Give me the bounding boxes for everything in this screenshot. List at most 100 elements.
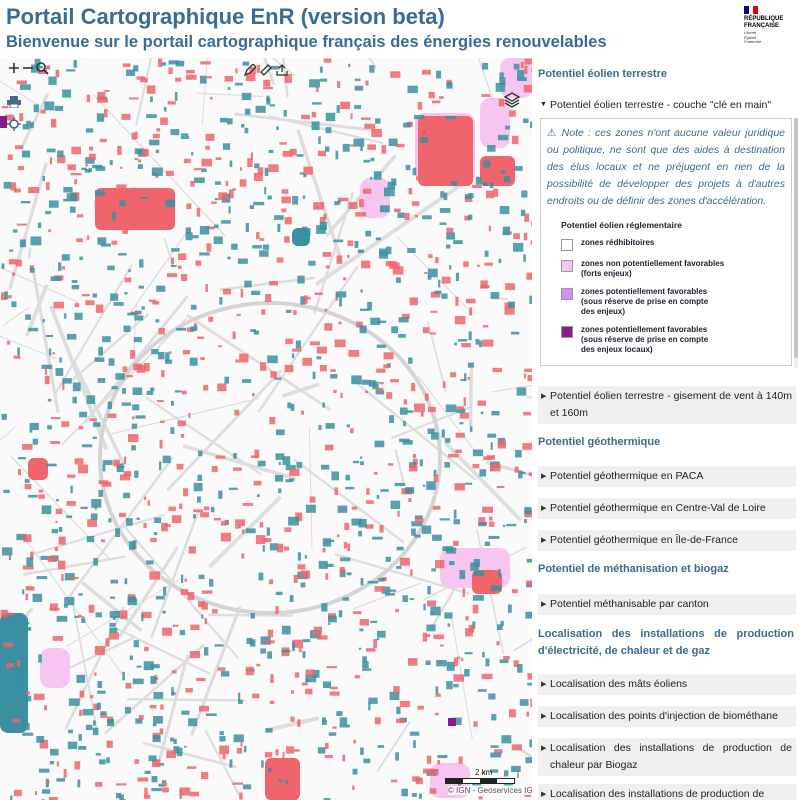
parcel — [411, 201, 420, 206]
parcel — [513, 233, 520, 239]
parcel — [30, 551, 34, 560]
layer-production-electricite[interactable]: ▶ Localisation des installations de prod… — [538, 784, 796, 800]
parcel — [281, 189, 289, 194]
parcel — [375, 237, 381, 241]
parcel — [424, 393, 429, 401]
parcel — [411, 793, 417, 797]
parcel — [36, 735, 45, 743]
parcel — [50, 118, 57, 128]
section-eolien[interactable]: Potentiel éolien terrestre — [538, 68, 667, 80]
parcel — [358, 518, 367, 528]
parcel — [222, 754, 226, 760]
section-localisation[interactable]: Localisation des installations de produc… — [538, 628, 794, 657]
layer-geothermie-centre[interactable]: ▶ Potentiel géothermique en Centre-Val d… — [538, 498, 796, 519]
parcel — [84, 169, 90, 173]
layer-mats-eoliens[interactable]: ▶ Localisation des mâts éoliens — [538, 674, 796, 695]
parcel — [527, 673, 532, 680]
map-attribution[interactable]: © IGN - Geoservices IGN — [448, 786, 532, 795]
republique-francaise-logo[interactable]: RÉPUBLIQUE FRANÇAISE Liberté Égalité Fra… — [744, 6, 792, 50]
layer-geothermie-idf[interactable]: ▶ Potentiel géothermique en Île-de-Franc… — [538, 530, 796, 551]
parcel — [365, 648, 376, 652]
parcel — [116, 184, 127, 192]
parcel — [386, 392, 393, 399]
parcel — [109, 610, 121, 618]
layer-eolien-cle-en-main[interactable]: ▼ Potentiel éolien terrestre - couche "c… — [538, 96, 796, 114]
parcel — [325, 423, 335, 429]
parcel — [281, 196, 291, 204]
parcel — [265, 293, 272, 303]
parcel — [50, 276, 62, 282]
info-icon[interactable]: i — [517, 770, 519, 780]
parcel — [258, 572, 264, 581]
layer-eolien-gisement[interactable]: ▶ Potentiel éolien terrestre - gisement … — [538, 386, 796, 424]
parcel — [374, 440, 385, 448]
details-scrollbar[interactable] — [794, 118, 798, 368]
edit-icon[interactable] — [242, 62, 258, 78]
parcel — [150, 537, 157, 543]
ring-road — [98, 301, 442, 615]
parcel — [264, 752, 273, 758]
road-line — [350, 377, 477, 481]
parcel — [189, 651, 200, 659]
parcel — [134, 157, 139, 160]
parcel — [529, 295, 532, 304]
zoom-out-icon[interactable] — [20, 60, 36, 76]
parcel — [518, 470, 523, 479]
parcel — [92, 727, 99, 736]
parcel — [490, 752, 502, 758]
parcel — [411, 382, 416, 392]
parcel — [288, 516, 299, 526]
parcel — [394, 482, 406, 487]
parcel — [389, 691, 400, 701]
parcel — [50, 441, 61, 445]
layer-details: ⚠ Note : ces zones n'ont aucune valeur j… — [540, 118, 792, 366]
parcel — [82, 708, 94, 716]
share-icon[interactable] — [274, 62, 290, 78]
layer-injection-biomethane[interactable]: ▶ Localisation des points d'injection de… — [538, 706, 796, 727]
zoom-in-icon[interactable] — [6, 60, 22, 76]
parcel — [33, 104, 39, 113]
parcel — [367, 301, 373, 311]
parcel — [455, 272, 459, 282]
parcel — [42, 319, 45, 323]
parcel — [165, 199, 176, 208]
parcel — [322, 402, 325, 408]
measure-icon[interactable] — [258, 62, 274, 78]
parcel — [275, 606, 279, 615]
parcel — [256, 64, 261, 73]
map-canvas[interactable] — [0, 58, 532, 800]
parcel — [11, 718, 21, 723]
geolocate-icon[interactable] — [6, 116, 22, 132]
parcel — [322, 681, 332, 688]
parcel — [155, 595, 165, 600]
section-methanisation[interactable]: Potentiel de méthanisation et biogaz — [538, 563, 729, 575]
parcel — [64, 573, 75, 581]
parcel — [214, 644, 224, 647]
map-view[interactable]: 2 km i © IGN - Geoservices IGN — [0, 58, 532, 800]
parcel — [26, 557, 34, 567]
layer-methanisation-canton[interactable]: ▶ Potentiel méthanisable par canton — [538, 594, 796, 615]
parcel — [391, 178, 397, 186]
parcel — [482, 325, 489, 328]
parcel — [433, 634, 445, 639]
parcel — [433, 474, 439, 483]
parcel — [314, 292, 323, 296]
parcel — [372, 536, 383, 540]
parcel — [193, 177, 205, 183]
layer-geothermie-paca[interactable]: ▶ Potentiel géothermique en PACA — [538, 466, 796, 487]
parcel — [325, 444, 334, 451]
section-geothermie[interactable]: Potentiel géothermique — [538, 436, 661, 448]
parcel — [342, 754, 346, 762]
print-icon[interactable] — [6, 94, 22, 110]
search-icon[interactable] — [34, 60, 50, 76]
parcel — [307, 296, 311, 300]
layer-chaleur-biogaz[interactable]: ▶ Localisation des installations de prod… — [538, 738, 796, 776]
parcel — [38, 768, 50, 773]
parcel — [110, 293, 119, 301]
parcel — [252, 693, 260, 699]
parcel — [177, 420, 186, 427]
parcel — [264, 640, 275, 644]
layers-icon[interactable] — [500, 88, 524, 112]
parcel — [324, 742, 329, 750]
parcel — [47, 556, 57, 562]
